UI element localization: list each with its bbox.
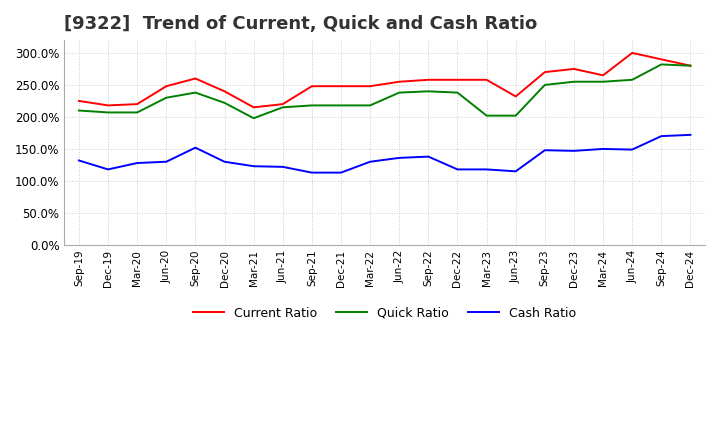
Cash Ratio <box>570 148 578 154</box>
Quick Ratio <box>162 95 171 100</box>
Cash Ratio <box>307 170 316 175</box>
Current Ratio <box>599 73 608 78</box>
Current Ratio <box>482 77 491 82</box>
Quick Ratio <box>686 63 695 68</box>
Cash Ratio <box>191 145 199 150</box>
Legend: Current Ratio, Quick Ratio, Cash Ratio: Current Ratio, Quick Ratio, Cash Ratio <box>188 302 581 325</box>
Quick Ratio <box>657 62 666 67</box>
Current Ratio <box>511 94 520 99</box>
Quick Ratio <box>541 82 549 88</box>
Quick Ratio <box>570 79 578 84</box>
Quick Ratio <box>628 77 636 82</box>
Cash Ratio <box>424 154 433 159</box>
Cash Ratio <box>279 164 287 169</box>
Current Ratio <box>686 63 695 68</box>
Quick Ratio <box>337 103 346 108</box>
Current Ratio <box>104 103 112 108</box>
Cash Ratio <box>75 158 84 163</box>
Current Ratio <box>162 84 171 89</box>
Cash Ratio <box>482 167 491 172</box>
Quick Ratio <box>133 110 142 115</box>
Quick Ratio <box>366 103 374 108</box>
Current Ratio <box>307 84 316 89</box>
Current Ratio <box>279 102 287 107</box>
Cash Ratio <box>104 167 112 172</box>
Current Ratio <box>337 84 346 89</box>
Cash Ratio <box>657 133 666 139</box>
Current Ratio <box>541 70 549 75</box>
Current Ratio <box>249 105 258 110</box>
Quick Ratio <box>249 116 258 121</box>
Cash Ratio <box>249 164 258 169</box>
Current Ratio <box>133 102 142 107</box>
Current Ratio <box>75 98 84 103</box>
Quick Ratio <box>599 79 608 84</box>
Quick Ratio <box>511 113 520 118</box>
Quick Ratio <box>453 90 462 95</box>
Line: Current Ratio: Current Ratio <box>79 53 690 107</box>
Quick Ratio <box>424 89 433 94</box>
Cash Ratio <box>599 146 608 151</box>
Quick Ratio <box>220 100 229 106</box>
Cash Ratio <box>366 159 374 165</box>
Cash Ratio <box>133 160 142 165</box>
Cash Ratio <box>395 155 404 161</box>
Current Ratio <box>191 76 199 81</box>
Line: Cash Ratio: Cash Ratio <box>79 135 690 172</box>
Quick Ratio <box>104 110 112 115</box>
Quick Ratio <box>307 103 316 108</box>
Line: Quick Ratio: Quick Ratio <box>79 64 690 118</box>
Cash Ratio <box>541 147 549 153</box>
Quick Ratio <box>279 105 287 110</box>
Cash Ratio <box>686 132 695 137</box>
Current Ratio <box>366 84 374 89</box>
Current Ratio <box>657 57 666 62</box>
Cash Ratio <box>337 170 346 175</box>
Cash Ratio <box>453 167 462 172</box>
Quick Ratio <box>482 113 491 118</box>
Quick Ratio <box>191 90 199 95</box>
Cash Ratio <box>511 169 520 174</box>
Cash Ratio <box>162 159 171 165</box>
Current Ratio <box>453 77 462 82</box>
Current Ratio <box>220 89 229 94</box>
Quick Ratio <box>395 90 404 95</box>
Current Ratio <box>628 50 636 55</box>
Current Ratio <box>395 79 404 84</box>
Text: [9322]  Trend of Current, Quick and Cash Ratio: [9322] Trend of Current, Quick and Cash … <box>64 15 538 33</box>
Cash Ratio <box>220 159 229 165</box>
Quick Ratio <box>75 108 84 113</box>
Current Ratio <box>424 77 433 82</box>
Cash Ratio <box>628 147 636 152</box>
Current Ratio <box>570 66 578 72</box>
